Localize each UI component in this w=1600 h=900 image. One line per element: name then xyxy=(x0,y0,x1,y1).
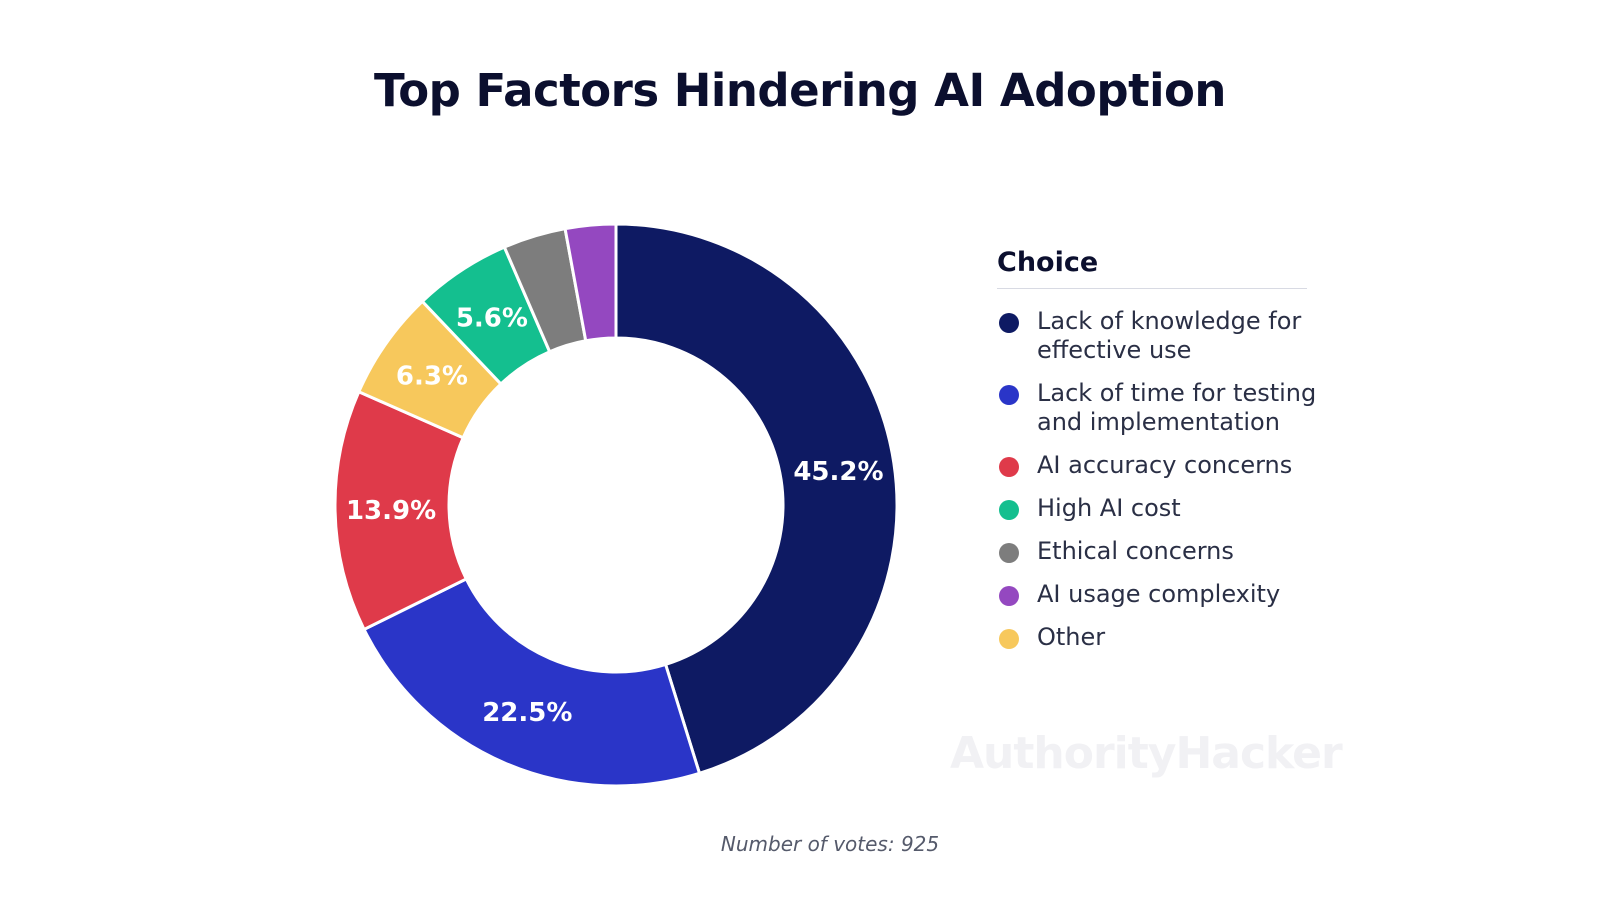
legend-swatch xyxy=(999,500,1019,520)
legend-swatch xyxy=(999,629,1019,649)
legend-label: AI usage complexity xyxy=(1037,580,1281,608)
chart-title: Top Factors Hindering AI Adoption xyxy=(374,64,1226,117)
legend-swatch xyxy=(999,457,1019,477)
legend-item: High AI cost xyxy=(997,494,1337,523)
legend-swatch xyxy=(999,313,1019,333)
data-label-7: 6.3% xyxy=(396,362,468,392)
legend: Choice Lack of knowledge for effective u… xyxy=(997,247,1337,666)
legend-swatch xyxy=(999,385,1019,405)
legend-swatch xyxy=(999,543,1019,563)
legend-label: Other xyxy=(1037,623,1106,651)
data-label-1: 45.2% xyxy=(793,457,883,487)
legend-item: Lack of time for testing and implementat… xyxy=(997,379,1337,437)
legend-label: Lack of time for testing and implementat… xyxy=(1037,379,1317,436)
donut-slice-2 xyxy=(362,576,702,788)
donut-slice-6 xyxy=(563,222,618,343)
data-label-2: 22.5% xyxy=(482,698,572,728)
legend-item: Other xyxy=(997,623,1337,652)
votes-note: Number of votes: 925 xyxy=(720,832,940,856)
legend-title: Choice xyxy=(997,247,1099,278)
data-label-3: 13.9% xyxy=(346,496,436,526)
legend-swatch xyxy=(999,586,1019,606)
legend-item: Lack of knowledge for effective use xyxy=(997,307,1337,365)
donut-slice-1 xyxy=(614,222,899,776)
legend-item: Ethical concerns xyxy=(997,537,1337,566)
legend-label: AI accuracy concerns xyxy=(1037,451,1293,479)
legend-item: AI usage complexity xyxy=(997,580,1337,609)
legend-label: Lack of knowledge for effective use xyxy=(1037,307,1302,364)
watermark-logo: AuthorityHacker xyxy=(950,728,1343,779)
legend-item: AI accuracy concerns xyxy=(997,451,1337,480)
legend-label: Ethical concerns xyxy=(1037,537,1234,565)
legend-divider xyxy=(997,288,1307,289)
data-label-4: 5.6% xyxy=(456,303,528,333)
legend-items: Lack of knowledge for effective use Lack … xyxy=(997,307,1337,652)
legend-label: High AI cost xyxy=(1037,494,1181,522)
